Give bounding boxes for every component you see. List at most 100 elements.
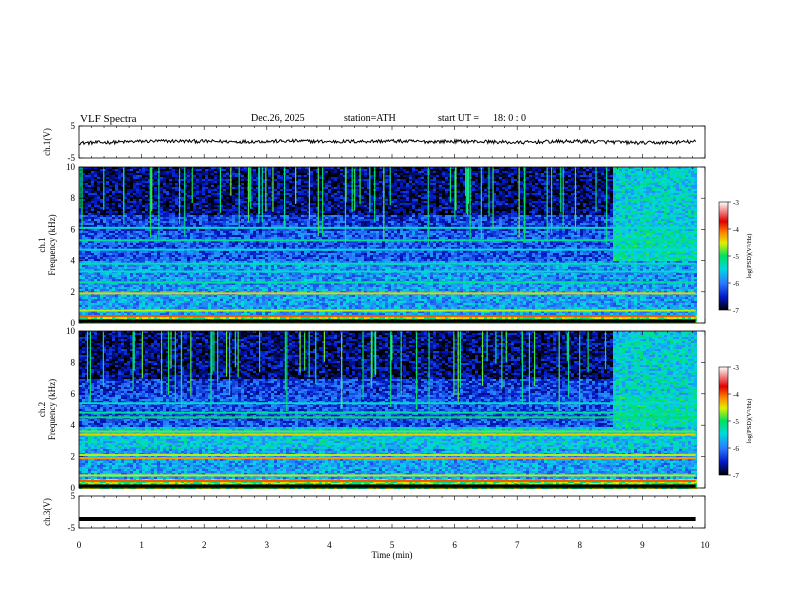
spec-cell xyxy=(616,197,619,199)
spec-cell xyxy=(328,209,331,211)
spec-cell xyxy=(517,183,520,185)
spec-cell xyxy=(526,175,529,177)
spec-cell xyxy=(340,191,343,193)
spec-cell xyxy=(136,197,139,199)
spec-cell xyxy=(301,187,304,189)
spec-cell xyxy=(679,193,682,195)
spec-cell xyxy=(352,179,355,181)
spec-cell xyxy=(124,187,127,189)
spec-cell xyxy=(505,205,508,207)
spec-cell xyxy=(676,195,679,197)
spec-cell xyxy=(409,207,412,209)
spec-cell xyxy=(397,173,400,175)
spec-cell xyxy=(349,183,352,185)
spec-cell xyxy=(607,187,610,189)
spec-cell xyxy=(598,203,601,205)
spec-cell xyxy=(685,169,688,171)
spec-cell xyxy=(256,193,259,195)
spec-cell xyxy=(142,201,145,203)
spec-cell xyxy=(664,211,667,213)
spec-cell xyxy=(631,191,634,193)
spec-cell xyxy=(94,197,97,199)
spec-cell xyxy=(580,211,583,213)
spec-cell xyxy=(166,171,169,173)
spec-cell xyxy=(118,171,121,173)
spec-cell xyxy=(442,209,445,211)
spec-cell xyxy=(604,173,607,175)
spec-cell xyxy=(103,173,106,175)
spec-cell xyxy=(529,189,532,191)
spec-cell xyxy=(340,175,343,177)
spec-cell xyxy=(205,213,208,215)
spec-cell xyxy=(448,181,451,183)
spec-cell xyxy=(199,167,202,169)
spec-cell xyxy=(535,185,538,187)
spec-cell xyxy=(553,169,556,171)
spec-cell xyxy=(514,205,517,207)
spec-cell xyxy=(274,213,277,215)
spec-cell xyxy=(463,213,466,215)
spec-cell xyxy=(136,167,139,169)
spec-cell xyxy=(553,201,556,203)
spec-cell xyxy=(535,191,538,193)
spec-cell xyxy=(286,167,289,169)
spec-cell xyxy=(205,175,208,177)
spec-cell xyxy=(94,199,97,201)
spec-cell xyxy=(544,191,547,193)
spec-cell xyxy=(538,193,541,195)
spec-cell xyxy=(91,191,94,193)
spec-cell xyxy=(694,201,697,203)
spec-cell xyxy=(439,207,442,209)
spec-cell xyxy=(355,185,358,187)
spec-cell xyxy=(280,211,283,213)
spec-cell xyxy=(355,195,358,197)
spec-cell xyxy=(241,189,244,191)
spec-cell xyxy=(499,181,502,183)
spec-cell xyxy=(628,209,631,211)
spec-cell xyxy=(568,211,571,213)
spec-cell xyxy=(145,199,148,201)
spec-cell xyxy=(379,185,382,187)
spec-cell xyxy=(580,173,583,175)
spec-cell xyxy=(418,189,421,191)
spec-cell xyxy=(109,199,112,201)
spec-cell xyxy=(508,205,511,207)
spec-cell xyxy=(448,203,451,205)
spec-cell xyxy=(499,197,502,199)
spec-cell xyxy=(586,191,589,193)
spec-cell xyxy=(571,193,574,195)
spec-cell xyxy=(169,181,172,183)
spec-cell xyxy=(364,187,367,189)
spec-cell xyxy=(514,209,517,211)
spec-cell xyxy=(571,207,574,209)
spec-cell xyxy=(472,203,475,205)
spec-cell xyxy=(163,185,166,187)
spec-cell xyxy=(397,207,400,209)
spec-cell xyxy=(610,183,613,185)
spec-cell xyxy=(343,183,346,185)
spec-cell xyxy=(286,191,289,193)
spec-cell xyxy=(412,203,415,205)
spec-cell xyxy=(439,185,442,187)
spec-cell xyxy=(121,175,124,177)
spec-cell xyxy=(166,209,169,211)
spec-cell xyxy=(241,199,244,201)
spec-cell xyxy=(130,199,133,201)
spec-cell xyxy=(646,207,649,209)
spec-cell xyxy=(643,175,646,177)
spec-cell xyxy=(145,197,148,199)
spec-cell xyxy=(325,181,328,183)
spec-cell xyxy=(439,197,442,199)
spec-cell xyxy=(355,197,358,199)
spec-cell xyxy=(199,197,202,199)
spec-cell xyxy=(610,177,613,179)
spec-cell xyxy=(508,211,511,213)
spec-cell xyxy=(349,213,352,215)
spec-cell xyxy=(85,171,88,173)
spec-cell xyxy=(661,171,664,173)
spec-cell xyxy=(637,191,640,193)
spec-cell xyxy=(136,179,139,181)
spec-cell xyxy=(541,171,544,173)
spec-cell xyxy=(457,191,460,193)
spec-cell xyxy=(613,199,616,201)
